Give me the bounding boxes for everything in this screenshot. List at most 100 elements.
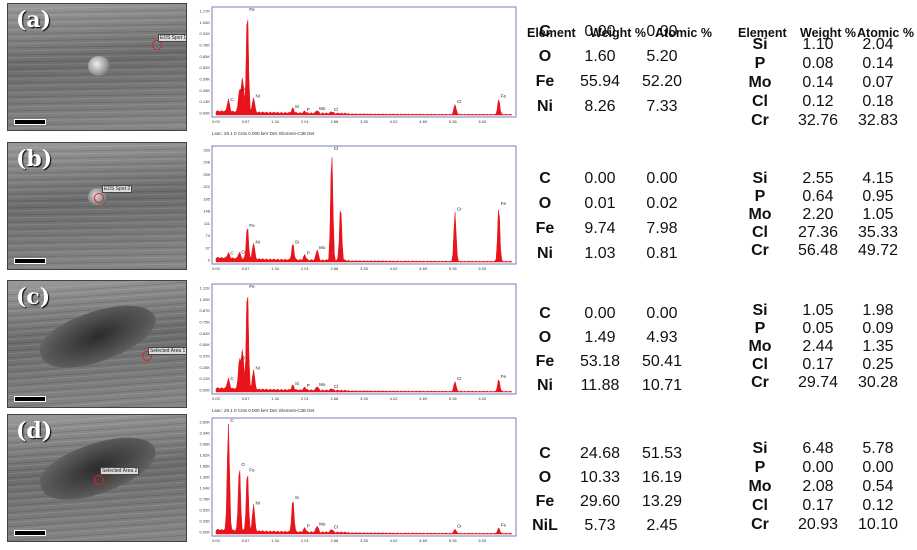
panel-a: EDS Spot 1 (a) 1.17K 1.04K 0.91K 0.78K 0.65K 0.… xyxy=(0,3,917,137)
table-cell-atomic-percent: 1.05 xyxy=(862,206,894,223)
table-cell-atomic-percent: 0.14 xyxy=(862,55,894,72)
table-cell-weight-percent: 5.73 xyxy=(584,517,616,534)
x-tick-label: 6.03 xyxy=(479,119,488,124)
table-cell-weight-percent: 27.36 xyxy=(797,224,839,241)
table-cell-weight-percent: 53.18 xyxy=(579,353,621,370)
x-tick-label: 4.02 xyxy=(390,119,399,124)
y-tick-label: 1.56K xyxy=(200,464,211,469)
peak-label: Si xyxy=(295,495,299,500)
y-tick-label: 0.52K xyxy=(200,508,211,513)
y-tick-label: 0.12K xyxy=(200,376,211,381)
table-cell-weight-percent: 1.60 xyxy=(584,48,616,65)
sem-micrograph: Selected Area 1 (c) xyxy=(7,280,187,408)
y-tick-label: 0.78K xyxy=(200,497,211,502)
table-cell-atomic-percent: 5.20 xyxy=(646,48,678,65)
x-tick-label: 5.36 xyxy=(449,396,458,401)
peak-label: Cl xyxy=(334,146,338,151)
table-cell-atomic-percent: 0.07 xyxy=(862,74,894,91)
sem-micrograph: EDS Spot 2 (b) xyxy=(7,142,187,270)
peak-label: P xyxy=(307,524,310,529)
x-tick-label: 4.02 xyxy=(390,266,399,271)
peak-label: Cl xyxy=(334,107,338,112)
y-tick-label: 0.65K xyxy=(200,54,211,59)
y-tick-label: 0.26K xyxy=(200,88,211,93)
scale-bar xyxy=(14,530,46,536)
table-cell-atomic-percent: 1.98 xyxy=(862,302,894,319)
table-cell-atomic-percent: 0.02 xyxy=(646,195,678,212)
x-tick-label: 0.00 xyxy=(212,396,221,401)
y-tick-label: 74 xyxy=(206,233,211,238)
header-element-right: Element xyxy=(738,26,787,40)
x-tick-label: 0.00 xyxy=(212,266,221,271)
peak-label: Ni xyxy=(256,501,260,506)
table-cell-weight-percent: 9.74 xyxy=(584,220,616,237)
table-cell-element-name: Mo xyxy=(748,206,772,223)
x-tick-label: 2.68 xyxy=(331,266,340,271)
plot-frame xyxy=(211,417,517,537)
table-cell-weight-percent: 0.05 xyxy=(802,320,834,337)
table-cell-weight-percent: 11.88 xyxy=(580,377,620,394)
table-cell-element-name: Si xyxy=(752,170,768,187)
peak-label: O xyxy=(241,462,245,467)
analysis-spot-label: EDS Spot 1 xyxy=(158,34,187,42)
table-cell-element-name: Fe xyxy=(535,353,555,370)
table-cell-element-name: Mo xyxy=(748,478,772,495)
spectrum-trace xyxy=(215,296,513,393)
table-cell-atomic-percent: 52.20 xyxy=(641,73,683,90)
peak-label: Fe xyxy=(501,201,507,206)
y-tick-label: 185 xyxy=(203,196,210,201)
table-cell-weight-percent: 29.74 xyxy=(797,374,839,391)
table-cell-atomic-percent: 32.83 xyxy=(857,112,899,129)
y-tick-label: 2.34K xyxy=(200,431,211,436)
peak-label: O xyxy=(241,249,245,254)
analysis-spot-label: EDS Spot 2 xyxy=(102,185,133,193)
table-cell-element-name: Cr xyxy=(751,374,769,391)
table-cell-element-name: O xyxy=(538,329,552,346)
peak-label: C xyxy=(230,418,234,423)
y-tick-label: 0.50K xyxy=(200,342,211,347)
x-tick-label: 3.35 xyxy=(360,396,369,401)
table-cell-element-name: P xyxy=(754,55,766,72)
y-tick-label: 1.00K xyxy=(200,297,211,302)
table-cell-element-name: Cl xyxy=(752,224,768,241)
analysis-spot-label: Selected Area 2 xyxy=(100,467,140,475)
y-tick-label: 0.00K xyxy=(200,530,211,535)
table-cell-weight-percent: 1.10 xyxy=(802,36,834,53)
table-cell-atomic-percent: 0.12 xyxy=(862,497,894,514)
peak-label: Cl xyxy=(334,384,338,389)
table-cell-atomic-percent: 5.78 xyxy=(862,440,894,457)
table-cell-element-name: Cl xyxy=(752,356,768,373)
y-tick-label: 0.00K xyxy=(200,111,211,116)
x-tick-label: 4.69 xyxy=(419,119,428,124)
table-cell-element-name: O xyxy=(538,469,552,486)
table-cell-element-name: Si xyxy=(752,440,768,457)
table-cell-atomic-percent: 1.35 xyxy=(862,338,894,355)
table-cell-element-name: Cr xyxy=(751,242,769,259)
table-cell-atomic-percent: 16.19 xyxy=(641,469,683,486)
x-tick-label: 0.67 xyxy=(242,396,251,401)
table-cell-weight-percent: 0.12 xyxy=(802,93,834,110)
header-weight-right: Weight % xyxy=(800,26,857,40)
peak-label: Fe xyxy=(249,223,255,228)
y-tick-label: 1.17K xyxy=(200,9,211,14)
table-cell-atomic-percent: 4.15 xyxy=(862,170,894,187)
sem-micrograph: EDS Spot 1 (a) xyxy=(7,3,187,131)
header-atomic-left: Atomic % xyxy=(655,26,712,40)
table-cell-element-name: Mo xyxy=(748,338,772,355)
surface-streak xyxy=(8,266,186,269)
table-cell-weight-percent: 2.20 xyxy=(802,206,834,223)
y-tick-label: 0.39K xyxy=(200,77,211,82)
peak-label: Ni xyxy=(256,94,260,99)
table-cell-weight-percent: 0.17 xyxy=(802,356,834,373)
analysis-spot-label: Selected Area 1 xyxy=(148,347,186,355)
y-tick-label: 2.08K xyxy=(200,442,211,447)
analysis-spot-marker xyxy=(152,40,162,50)
plot-frame xyxy=(211,145,517,265)
table-cell-atomic-percent: 13.29 xyxy=(641,493,683,510)
eds-spectrum-plot: 333 296 259 222 185 148 111 74 37 00.00 0.67 1.34 2.… xyxy=(203,145,517,271)
y-tick-label: 111 xyxy=(204,221,211,226)
table-cell-atomic-percent: 7.33 xyxy=(646,98,678,115)
table-cell-weight-percent: 0.64 xyxy=(802,188,834,205)
x-tick-label: 1.34 xyxy=(271,119,280,124)
y-tick-label: 0.52K xyxy=(200,65,211,70)
